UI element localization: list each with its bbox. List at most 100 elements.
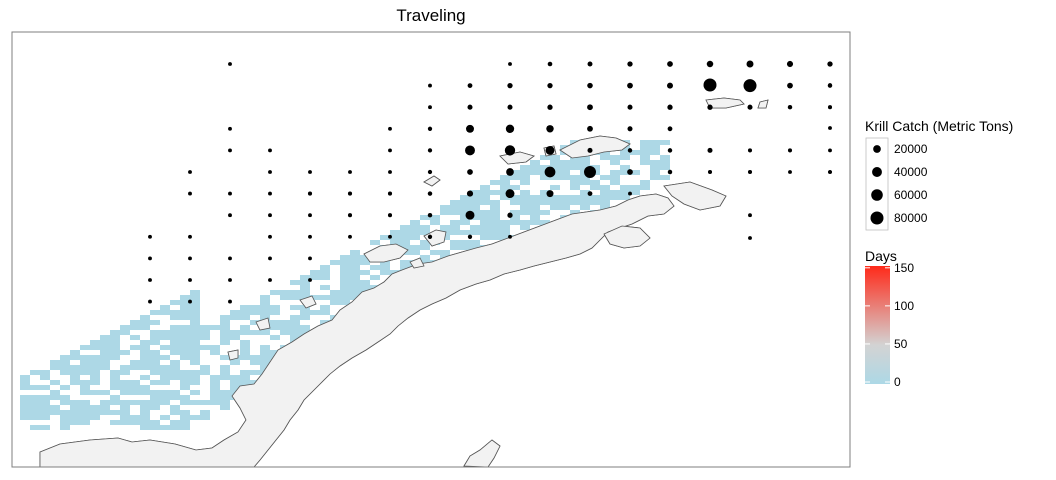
days-cell [80,345,90,350]
days-cell [180,310,190,315]
days-cell [660,140,670,145]
days-cell [180,380,190,385]
days-cell [60,370,70,375]
days-cell [120,370,130,375]
days-cell [210,375,220,380]
catch-point [746,60,754,68]
days-cell [490,215,500,220]
days-cell [50,405,60,410]
days-cell [260,310,270,315]
days-cell [340,270,350,275]
mainland-coast-east [463,439,501,467]
days-cell [480,235,490,240]
catch-point [507,104,513,110]
catch-point [828,170,832,174]
days-cell [80,355,90,360]
days-cell [30,410,40,415]
days-cell [530,195,540,200]
days-tick-label: 100 [894,298,915,313]
days-cell [70,400,80,405]
catch-point [427,126,433,131]
days-cell [90,370,100,375]
catch-point [148,256,152,261]
days-cell [80,385,90,390]
catch-point [627,61,633,67]
days-cell [400,245,410,250]
size-legend-key [873,145,881,153]
days-cell [160,330,170,335]
catch-point [228,148,232,153]
days-cell [80,420,90,425]
days-cell [580,205,590,210]
days-cell [140,385,150,390]
days-cell [320,310,330,315]
days-cell [290,280,300,285]
days-cell [610,160,620,165]
days-cell [470,195,480,200]
days-cell [640,180,650,185]
days-cell [510,185,520,190]
days-cell [110,340,120,345]
days-cell [50,360,60,365]
days-cell [200,335,210,340]
catch-point [387,191,393,196]
days-cell [150,420,160,425]
days-cell [480,185,490,190]
days-cell [520,200,530,205]
days-cell [580,165,590,170]
days-cell [160,375,170,380]
days-cell [300,275,310,280]
catch-point [348,234,352,239]
days-cell [640,185,650,190]
days-cell [160,425,170,430]
days-cell [200,365,210,370]
catch-point [747,148,753,153]
days-cell [140,365,150,370]
catch-point [466,190,474,197]
days-cell [30,395,40,400]
days-cell [430,220,440,225]
days-cell [50,410,60,415]
catch-point [228,256,232,261]
days-cell [230,375,240,380]
size-legend-label: 40000 [894,165,928,179]
days-cell [410,220,420,225]
days-cell [510,210,520,215]
days-cell [280,290,290,295]
days-cell [590,185,600,190]
days-cell [560,170,570,175]
catch-point [188,170,192,174]
catch-point [466,124,474,133]
days-cell [310,270,320,275]
days-cell [370,275,380,280]
days-cell [190,355,200,360]
days-cell [140,375,150,380]
days-cell [120,380,130,385]
days-cell [630,185,640,190]
days-cell [70,375,80,380]
catch-point [467,169,473,175]
days-cell [330,300,340,305]
island [255,317,271,331]
days-cell [120,330,130,335]
days-cell [320,265,330,270]
days-cell [580,175,590,180]
days-cell [40,375,50,380]
days-cell [60,400,70,405]
days-cell [320,305,330,310]
days-cell [310,295,320,300]
days-cell [200,415,210,420]
days-cell [620,195,630,200]
days-cell [480,195,490,200]
catch-point [188,256,192,261]
days-cell [180,410,190,415]
catch-point [428,83,432,88]
days-cell [550,195,560,200]
days-cell [130,360,140,365]
days-cell [400,265,410,270]
days-cell [100,355,110,360]
days-cell [570,175,580,180]
days-cell [120,415,130,420]
days-cell [30,425,40,430]
days-cell [60,420,70,425]
